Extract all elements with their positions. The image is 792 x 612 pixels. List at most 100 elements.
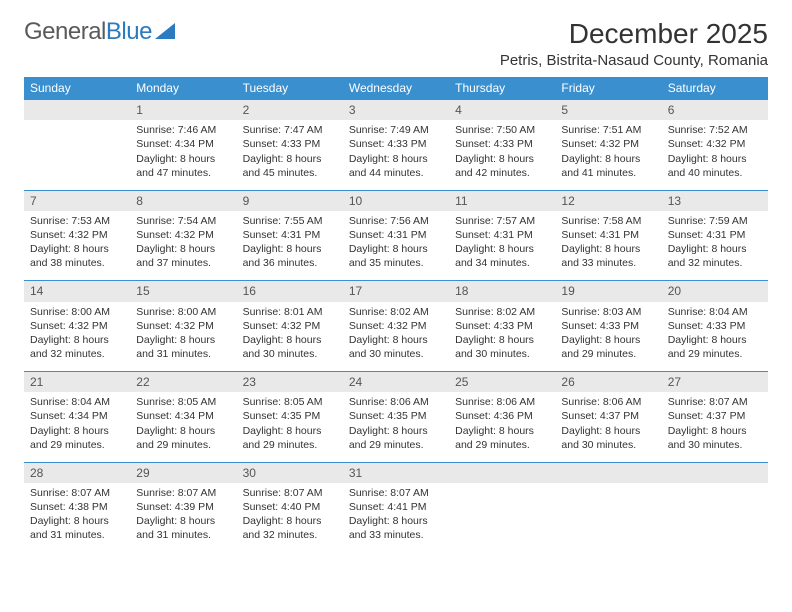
day-sr: Sunrise: 8:00 AM [136,305,230,319]
day-data-cell: Sunrise: 7:58 AMSunset: 4:31 PMDaylight:… [555,211,661,281]
day-data-row: Sunrise: 7:53 AMSunset: 4:32 PMDaylight:… [24,211,768,281]
day-ss: Sunset: 4:34 PM [30,409,124,423]
weekday-header: Saturday [662,77,768,100]
day-number-cell: 24 [343,372,449,393]
day-d2: and 30 minutes. [349,347,443,361]
day-number-row: 28293031 [24,462,768,483]
day-d2: and 30 minutes. [243,347,337,361]
day-data-cell: Sunrise: 8:07 AMSunset: 4:39 PMDaylight:… [130,483,236,553]
day-d1: Daylight: 8 hours [561,333,655,347]
weekday-header: Tuesday [237,77,343,100]
day-d1: Daylight: 8 hours [30,333,124,347]
day-d2: and 31 minutes. [30,528,124,542]
day-sr: Sunrise: 8:07 AM [136,486,230,500]
day-ss: Sunset: 4:34 PM [136,137,230,151]
weekday-header: Thursday [449,77,555,100]
day-d2: and 31 minutes. [136,347,230,361]
day-d1: Daylight: 8 hours [349,333,443,347]
day-number-cell: 30 [237,462,343,483]
day-d1: Daylight: 8 hours [243,424,337,438]
day-data-cell: Sunrise: 8:04 AMSunset: 4:33 PMDaylight:… [662,302,768,372]
day-data-cell: Sunrise: 7:56 AMSunset: 4:31 PMDaylight:… [343,211,449,281]
day-data-cell [662,483,768,553]
day-ss: Sunset: 4:31 PM [561,228,655,242]
weekday-header: Monday [130,77,236,100]
day-d2: and 47 minutes. [136,166,230,180]
day-ss: Sunset: 4:38 PM [30,500,124,514]
day-sr: Sunrise: 7:52 AM [668,123,762,137]
day-number-row: 21222324252627 [24,372,768,393]
day-data-cell: Sunrise: 7:59 AMSunset: 4:31 PMDaylight:… [662,211,768,281]
day-d1: Daylight: 8 hours [561,424,655,438]
day-data-cell: Sunrise: 8:02 AMSunset: 4:32 PMDaylight:… [343,302,449,372]
day-d2: and 41 minutes. [561,166,655,180]
day-number-cell: 29 [130,462,236,483]
day-number-cell: 3 [343,100,449,121]
weekday-header-row: Sunday Monday Tuesday Wednesday Thursday… [24,77,768,100]
day-number-cell: 12 [555,190,661,211]
day-d1: Daylight: 8 hours [455,424,549,438]
day-number-cell: 22 [130,372,236,393]
day-d2: and 35 minutes. [349,256,443,270]
calendar-page: GeneralBlue December 2025 Petris, Bistri… [0,0,792,571]
day-data-row: Sunrise: 8:04 AMSunset: 4:34 PMDaylight:… [24,392,768,462]
day-sr: Sunrise: 8:03 AM [561,305,655,319]
day-number-cell: 10 [343,190,449,211]
weekday-header: Wednesday [343,77,449,100]
day-sr: Sunrise: 7:56 AM [349,214,443,228]
day-ss: Sunset: 4:34 PM [136,409,230,423]
day-number-cell [662,462,768,483]
day-d1: Daylight: 8 hours [349,514,443,528]
day-ss: Sunset: 4:33 PM [668,319,762,333]
day-data-cell: Sunrise: 7:51 AMSunset: 4:32 PMDaylight:… [555,120,661,190]
logo: GeneralBlue [24,18,175,46]
day-d1: Daylight: 8 hours [561,152,655,166]
day-ss: Sunset: 4:32 PM [30,228,124,242]
day-sr: Sunrise: 8:04 AM [668,305,762,319]
day-number-cell: 6 [662,100,768,121]
weekday-header: Sunday [24,77,130,100]
day-d1: Daylight: 8 hours [349,424,443,438]
day-d1: Daylight: 8 hours [243,333,337,347]
day-number-cell [449,462,555,483]
day-d2: and 45 minutes. [243,166,337,180]
day-sr: Sunrise: 8:06 AM [561,395,655,409]
day-d2: and 32 minutes. [30,347,124,361]
day-data-cell: Sunrise: 8:00 AMSunset: 4:32 PMDaylight:… [24,302,130,372]
day-d2: and 40 minutes. [668,166,762,180]
day-ss: Sunset: 4:31 PM [243,228,337,242]
day-sr: Sunrise: 8:04 AM [30,395,124,409]
day-ss: Sunset: 4:32 PM [668,137,762,151]
day-sr: Sunrise: 8:02 AM [349,305,443,319]
day-d2: and 31 minutes. [136,528,230,542]
day-ss: Sunset: 4:35 PM [349,409,443,423]
day-ss: Sunset: 4:31 PM [349,228,443,242]
day-sr: Sunrise: 7:49 AM [349,123,443,137]
day-sr: Sunrise: 7:57 AM [455,214,549,228]
day-d2: and 30 minutes. [668,438,762,452]
day-data-cell: Sunrise: 8:06 AMSunset: 4:37 PMDaylight:… [555,392,661,462]
day-number-row: 14151617181920 [24,281,768,302]
day-sr: Sunrise: 8:07 AM [243,486,337,500]
day-d1: Daylight: 8 hours [349,242,443,256]
day-d2: and 29 minutes. [455,438,549,452]
day-sr: Sunrise: 7:47 AM [243,123,337,137]
day-number-row: 78910111213 [24,190,768,211]
day-d1: Daylight: 8 hours [136,424,230,438]
day-d1: Daylight: 8 hours [561,242,655,256]
day-sr: Sunrise: 7:51 AM [561,123,655,137]
day-ss: Sunset: 4:37 PM [668,409,762,423]
day-number-cell: 19 [555,281,661,302]
day-data-cell: Sunrise: 7:54 AMSunset: 4:32 PMDaylight:… [130,211,236,281]
day-data-cell: Sunrise: 7:52 AMSunset: 4:32 PMDaylight:… [662,120,768,190]
day-data-row: Sunrise: 8:00 AMSunset: 4:32 PMDaylight:… [24,302,768,372]
day-ss: Sunset: 4:33 PM [561,319,655,333]
day-ss: Sunset: 4:32 PM [349,319,443,333]
day-number-cell: 16 [237,281,343,302]
day-ss: Sunset: 4:32 PM [561,137,655,151]
day-sr: Sunrise: 8:06 AM [349,395,443,409]
day-data-cell [449,483,555,553]
day-number-cell: 26 [555,372,661,393]
day-d2: and 34 minutes. [455,256,549,270]
day-d1: Daylight: 8 hours [668,242,762,256]
